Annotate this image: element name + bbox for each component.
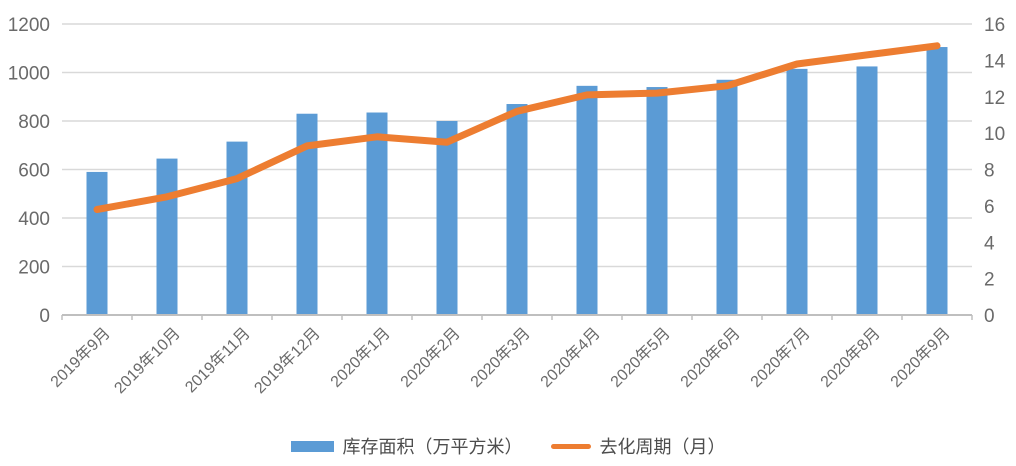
x-axis-label: 2020年9月 [887, 324, 954, 391]
chart-svg: 0 200 400 600 800 1000 1200 0 2 4 6 8 10 12 14 16 2019… [8, 15, 1006, 397]
line-series-path [93, 42, 941, 213]
y-axis-left-label: 1000 [8, 64, 50, 85]
bar [436, 121, 458, 315]
x-axis-label: 2019年10月 [111, 324, 184, 397]
y-axis-right-label: 2 [984, 270, 995, 291]
legend: 库存面积（万平方米） 去化周期（月） [0, 433, 1016, 459]
y-axis-right-labels: 0 2 4 6 8 10 12 14 16 [984, 15, 1006, 327]
bar [576, 85, 598, 316]
bar [156, 158, 178, 315]
bar [716, 79, 738, 316]
x-axis-label: 2020年8月 [817, 324, 884, 391]
y-axis-right-label: 6 [984, 197, 995, 218]
legend-item-inventory-area: 库存面积（万平方米） [290, 433, 523, 459]
bar [856, 66, 878, 315]
bar [646, 87, 668, 315]
x-axis-label: 2019年11月 [182, 324, 254, 396]
y-axis-left-label: 800 [18, 112, 50, 133]
x-axis-label: 2020年3月 [467, 324, 534, 391]
x-axis-label: 2020年6月 [677, 324, 744, 391]
x-axis-label: 2019年12月 [251, 324, 324, 397]
y-axis-left-label: 400 [18, 209, 50, 230]
y-axis-right-label: 10 [984, 124, 1005, 145]
legend-label-inventory-area: 库存面积（万平方米） [342, 437, 523, 457]
y-axis-right-label: 8 [984, 161, 995, 182]
y-axis-right-label: 0 [984, 306, 995, 327]
bar [296, 113, 318, 315]
y-axis-right-label: 12 [984, 88, 1005, 109]
y-axis-left-labels: 0 200 400 600 800 1000 1200 [8, 15, 50, 327]
bar [926, 47, 948, 315]
bar-series [86, 47, 948, 316]
x-axis-label: 2020年4月 [537, 324, 604, 391]
bar [366, 112, 388, 315]
line-series [93, 42, 941, 213]
y-axis-left-label: 200 [18, 258, 50, 279]
bar [226, 141, 248, 315]
legend-item-depletion-cycle: 去化周期（月） [550, 433, 726, 459]
y-axis-left-label: 1200 [8, 15, 50, 36]
bar [786, 68, 808, 315]
y-axis-left-label: 600 [18, 161, 50, 182]
y-axis-right-label: 4 [984, 233, 995, 254]
x-axis-label: 2020年7月 [747, 324, 814, 391]
bar [86, 171, 108, 315]
bar [506, 104, 528, 316]
legend-label-depletion-cycle: 去化周期（月） [599, 437, 726, 457]
x-axis-label: 2020年2月 [397, 324, 464, 391]
y-axis-left-label: 0 [39, 306, 50, 327]
x-axis [61, 314, 973, 320]
x-axis-label: 2020年1月 [327, 324, 394, 391]
y-axis-right-label: 14 [984, 51, 1006, 72]
legend-line-swatch-icon [550, 443, 591, 449]
y-axis-right-label: 16 [984, 15, 1005, 36]
legend-bar-swatch-icon [290, 440, 334, 452]
x-axis-label: 2020年5月 [607, 324, 674, 391]
x-axis-label: 2019年9月 [47, 324, 114, 391]
